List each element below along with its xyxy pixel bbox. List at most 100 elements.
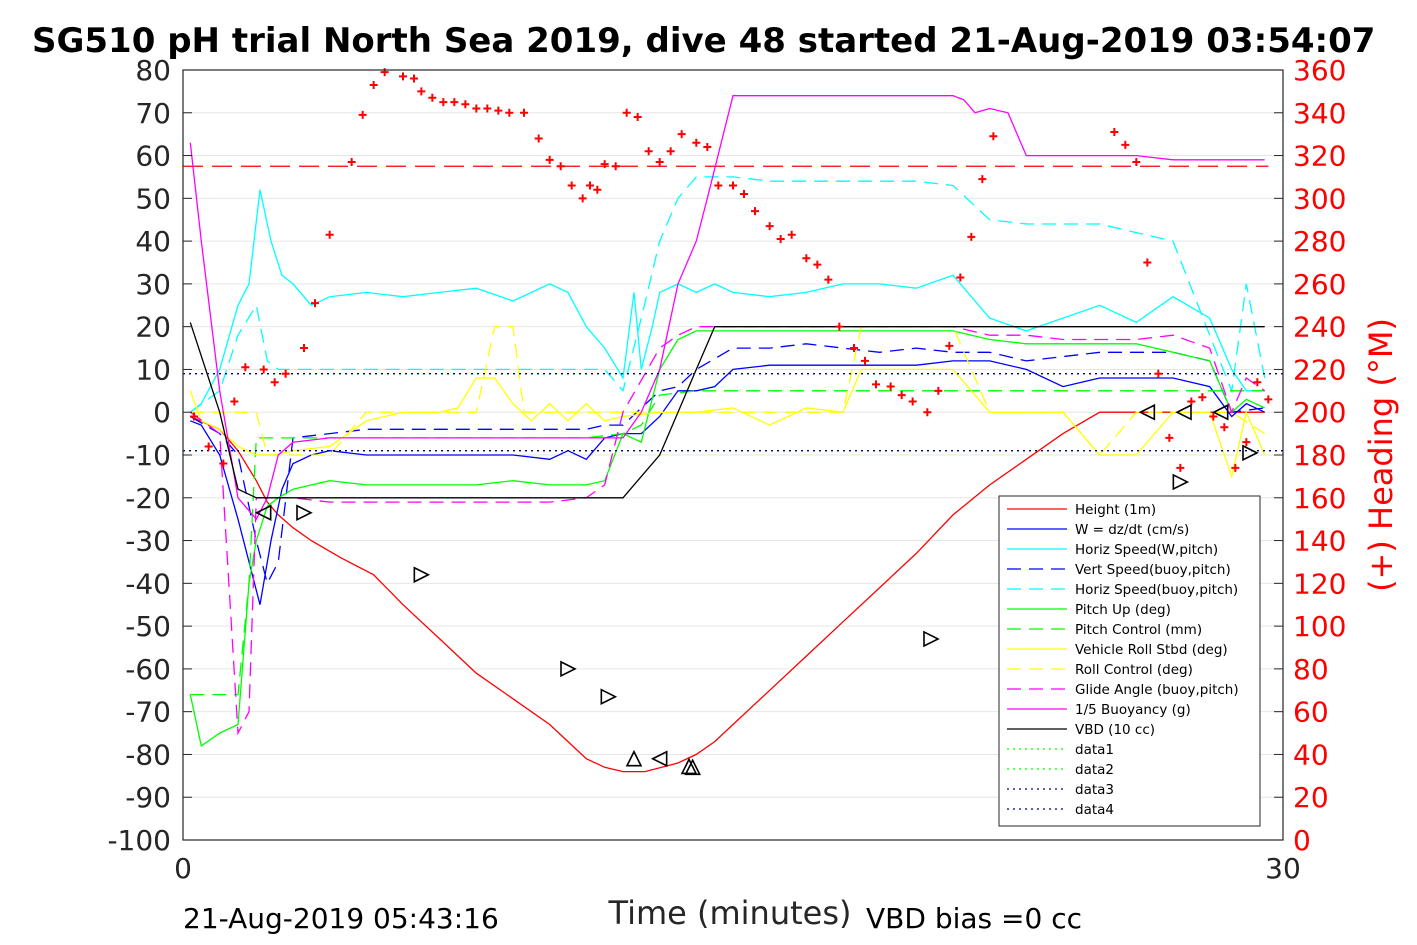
heading-point <box>1165 433 1174 442</box>
triangle-marker <box>1242 444 1259 462</box>
triangle-marker <box>680 757 698 775</box>
heading-point <box>945 341 954 350</box>
heading-point <box>1253 378 1262 387</box>
right-tick-label: 100 <box>1293 610 1346 643</box>
y-tick-label: -70 <box>125 696 171 729</box>
right-tick-label: 0 <box>1293 824 1311 857</box>
heading-point <box>534 134 543 143</box>
series-line-3 <box>189 343 1265 586</box>
y-tick-label: 80 <box>135 54 171 87</box>
triangle-marker <box>1211 403 1229 421</box>
y-tick-label: 0 <box>153 396 171 429</box>
heading-point <box>1110 128 1119 137</box>
y-tick-label: -80 <box>125 738 171 771</box>
heading-point <box>450 98 459 107</box>
footer-timestamp: 21-Aug-2019 05:43:16 <box>183 902 499 935</box>
legend-label: W = dz/dt (cm/s) <box>1075 522 1189 538</box>
heading-point <box>270 378 279 387</box>
series-line-10 <box>189 95 1265 521</box>
heading-point <box>923 408 932 417</box>
series-line-4 <box>189 176 1266 413</box>
heading-point <box>600 160 609 169</box>
x-axis-label: Time (minutes) <box>608 894 852 932</box>
legend-label: Vert Speed(buoy,pitch) <box>1075 562 1231 578</box>
legend-label: data2 <box>1075 762 1114 778</box>
heading-point <box>417 87 426 96</box>
heading-point <box>776 234 785 243</box>
series-layer <box>183 95 1283 773</box>
y-tick-label: -20 <box>125 482 171 515</box>
right-tick-label: 120 <box>1293 567 1346 600</box>
chart-title: SG510 pH trial North Sea 2019, dive 48 s… <box>32 21 1375 61</box>
legend-label: VBD (10 cc) <box>1075 722 1155 738</box>
heading-point <box>677 130 686 139</box>
heading-point <box>545 155 554 164</box>
heading-point <box>399 72 407 81</box>
legend-label: Roll Control (deg) <box>1075 662 1193 678</box>
triangle-marker <box>296 504 313 522</box>
footer-vbd-bias: VBD bias =0 cc <box>866 902 1082 935</box>
heading-point <box>230 397 239 406</box>
right-tick-label: 260 <box>1293 268 1346 301</box>
legend-label: Height (1m) <box>1075 502 1156 518</box>
heading-point <box>567 181 576 190</box>
right-tick-label: 280 <box>1293 225 1346 258</box>
heading-point <box>813 260 822 269</box>
heading-point <box>1121 140 1130 149</box>
legend-label: Vehicle Roll Stbd (deg) <box>1075 642 1228 658</box>
y-tick-label: 20 <box>135 311 171 344</box>
heading-point <box>611 162 620 171</box>
heading-point <box>861 356 869 365</box>
triangle-marker <box>1138 403 1156 421</box>
heading-point <box>505 108 514 117</box>
legend-label: data3 <box>1075 782 1114 798</box>
y-tick-label: -10 <box>125 439 171 472</box>
heading-point <box>241 363 250 372</box>
series-line-11 <box>189 322 1265 499</box>
right-tick-label: 80 <box>1293 653 1329 686</box>
y-tick-label: 40 <box>135 225 171 258</box>
heading-point <box>655 157 664 166</box>
heading-point <box>1132 157 1141 166</box>
right-axis-label: (+) Heading (°M) <box>1362 318 1400 592</box>
heading-point <box>380 68 389 77</box>
heading-point <box>325 230 334 239</box>
x-tick-label: 0 <box>174 852 192 885</box>
heading-point <box>483 104 492 113</box>
x-tick-label: 30 <box>1265 852 1301 885</box>
heading-point <box>472 104 481 113</box>
heading-point <box>1198 393 1207 402</box>
heading-point <box>765 222 774 231</box>
y-tick-label: -90 <box>125 781 171 814</box>
triangle-marker <box>1175 403 1192 421</box>
right-tick-label: 60 <box>1293 696 1329 729</box>
right-tick-label: 360 <box>1293 54 1346 87</box>
heading-point <box>908 397 917 406</box>
triangle-marker <box>413 566 431 584</box>
heading-point <box>1143 258 1152 267</box>
y-tick-label: -60 <box>125 653 171 686</box>
heading-point <box>311 299 319 308</box>
y-tick-label: 70 <box>135 97 171 130</box>
y-tick-label: 50 <box>135 182 171 215</box>
right-tick-label: 220 <box>1293 353 1346 386</box>
series-line-2 <box>189 189 1265 413</box>
heading-point <box>439 98 448 107</box>
triangle-marker <box>560 660 577 678</box>
legend: Height (1m) W = dz/dt (cm/s) Horiz Speed(W… <box>998 495 1261 827</box>
triangle-marker <box>600 688 618 705</box>
triangle-marker <box>650 750 668 768</box>
heading-point <box>644 147 653 156</box>
heading-point <box>835 322 844 331</box>
right-tick-label: 40 <box>1293 738 1329 771</box>
heading-point <box>281 369 290 378</box>
tick-labels: 80706050403020100-10-20-30-40-50-60-70-8… <box>107 54 1346 885</box>
legend-label: data4 <box>1075 802 1114 818</box>
legend-label: Horiz Speed(buoy,pitch) <box>1075 582 1238 598</box>
heading-point <box>1176 463 1185 472</box>
right-tick-label: 300 <box>1293 182 1346 215</box>
heading-point <box>633 113 642 122</box>
heading-point <box>989 132 998 141</box>
heading-point <box>740 190 748 199</box>
legend-label: Horiz Speed(W,pitch) <box>1075 542 1218 558</box>
